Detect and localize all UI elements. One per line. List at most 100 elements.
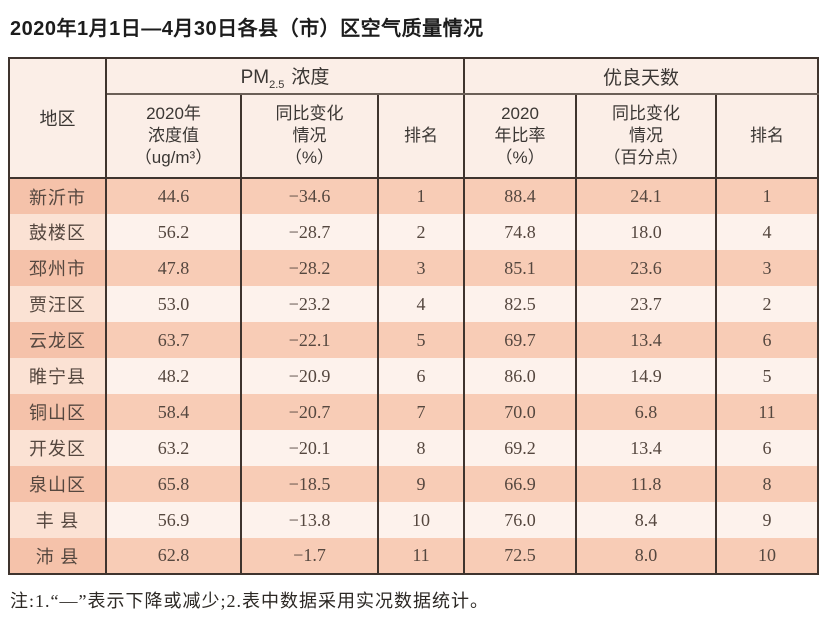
pm25-change-cell: −28.2 [240,250,379,286]
pm25-label-suffix: 浓度 [291,66,330,88]
table-row: 铜山区 58.4 −20.7 7 70.0 6.8 11 [8,394,820,430]
pm25-change-cell: −34.6 [240,178,379,214]
col-header-pm25-rank: 排名 [376,94,466,179]
col-header-pm25-change: 同比变化 情况 （%） [240,94,379,179]
pm25-rank-cell: 7 [376,394,466,430]
good-ratio-cell: 86.0 [463,358,578,394]
pm25-value-cell: 56.9 [105,502,242,538]
table-row: 鼓楼区 56.2 −28.7 2 74.8 18.0 4 [8,214,820,250]
good-ratio-cell: 74.8 [463,214,578,250]
table-row: 沛 县 62.8 −1.7 11 72.5 8.0 10 [8,538,820,574]
good-rank-cell: 11 [715,394,820,430]
good-rank-cell: 5 [715,358,820,394]
pm25-change-cell: −1.7 [240,538,379,574]
region-cell: 铜山区 [8,394,107,430]
pm25-change-cell: −13.8 [240,502,379,538]
good-change-cell: 8.4 [575,502,718,538]
table-body: 新沂市 44.6 −34.6 1 88.4 24.1 1 鼓楼区 56.2 −2… [8,178,820,574]
good-change-cell: 23.6 [575,250,718,286]
good-rank-cell: 3 [715,250,820,286]
pm25-change-cell: −20.1 [240,430,379,466]
good-change-cell: 24.1 [575,178,718,214]
pm25-value-cell: 56.2 [105,214,242,250]
region-cell: 云龙区 [8,322,107,358]
col-header-good-rank: 排名 [715,94,820,179]
pm25-value-cell: 47.8 [105,250,242,286]
region-cell: 丰 县 [8,502,107,538]
region-cell: 贾汪区 [8,286,107,322]
pm25-value-cell: 63.7 [105,322,242,358]
table-row: 邳州市 47.8 −28.2 3 85.1 23.6 3 [8,250,820,286]
col-header-good-ratio: 2020 年比率 （%） [463,94,578,179]
pm25-rank-cell: 1 [376,178,466,214]
good-ratio-cell: 69.2 [463,430,578,466]
good-ratio-cell: 66.9 [463,466,578,502]
good-change-cell: 18.0 [575,214,718,250]
page-title: 2020年1月1日—4月30日各县（市）区空气质量情况 [10,18,484,40]
region-cell: 沛 县 [8,538,107,574]
good-change-cell: 6.8 [575,394,718,430]
table-row: 贾汪区 53.0 −23.2 4 82.5 23.7 2 [8,286,820,322]
good-rank-cell: 8 [715,466,820,502]
good-change-cell: 8.0 [575,538,718,574]
region-cell: 开发区 [8,430,107,466]
good-ratio-cell: 76.0 [463,502,578,538]
table-row: 开发区 63.2 −20.1 8 69.2 13.4 6 [8,430,820,466]
col-group-good-days: 优良天数 [463,58,820,95]
air-quality-table: 地区 PM2.5 浓度 优良天数 2020年 浓度值 （ug/m³） 同比变化 情… [8,57,820,575]
good-rank-cell: 1 [715,178,820,214]
good-ratio-cell: 88.4 [463,178,578,214]
pm25-rank-cell: 5 [376,322,466,358]
pm25-value-cell: 53.0 [105,286,242,322]
col-header-good-change: 同比变化 情况 （百分点） [575,94,718,179]
pm25-rank-cell: 10 [376,502,466,538]
table-row: 泉山区 65.8 −18.5 9 66.9 11.8 8 [8,466,820,502]
region-cell: 新沂市 [8,178,107,214]
table-row: 新沂市 44.6 −34.6 1 88.4 24.1 1 [8,178,820,214]
good-ratio-cell: 70.0 [463,394,578,430]
good-rank-cell: 2 [715,286,820,322]
good-ratio-cell: 85.1 [463,250,578,286]
pm25-value-cell: 48.2 [105,358,242,394]
pm25-change-cell: −20.9 [240,358,379,394]
good-ratio-cell: 72.5 [463,538,578,574]
pm25-change-cell: −23.2 [240,286,379,322]
table-row: 丰 县 56.9 −13.8 10 76.0 8.4 9 [8,502,820,538]
good-rank-cell: 9 [715,502,820,538]
pm25-value-cell: 63.2 [105,430,242,466]
region-cell: 泉山区 [8,466,107,502]
pm25-rank-cell: 3 [376,250,466,286]
good-change-cell: 23.7 [575,286,718,322]
good-rank-cell: 6 [715,322,820,358]
pm25-rank-cell: 2 [376,214,466,250]
pm25-value-cell: 58.4 [105,394,242,430]
sub-header-row: 2020年 浓度值 （ug/m³） 同比变化 情况 （%） 排名 2020 年比… [9,94,820,179]
pm25-label-prefix: PM [240,66,270,88]
pm25-rank-cell: 8 [376,430,466,466]
pm25-change-cell: −28.7 [240,214,379,250]
good-change-cell: 13.4 [575,322,718,358]
region-cell: 鼓楼区 [8,214,107,250]
pm25-rank-cell: 9 [376,466,466,502]
pm25-rank-cell: 11 [376,538,466,574]
col-header-region: 地区 [8,58,107,179]
good-ratio-cell: 82.5 [463,286,578,322]
good-change-cell: 14.9 [575,358,718,394]
good-change-cell: 13.4 [575,430,718,466]
good-rank-cell: 6 [715,430,820,466]
pm25-change-cell: −20.7 [240,394,379,430]
table-header: 地区 PM2.5 浓度 优良天数 2020年 浓度值 （ug/m³） 同比变化 情… [8,58,820,179]
table-row: 云龙区 63.7 −22.1 5 69.7 13.4 6 [8,322,820,358]
good-change-cell: 11.8 [575,466,718,502]
pm25-rank-cell: 6 [376,358,466,394]
pm25-change-cell: −18.5 [240,466,379,502]
table-row: 睢宁县 48.2 −20.9 6 86.0 14.9 5 [8,358,820,394]
good-rank-cell: 4 [715,214,820,250]
region-cell: 睢宁县 [8,358,107,394]
group-header-row: 地区 PM2.5 浓度 优良天数 [8,58,820,179]
pm25-value-cell: 44.6 [105,178,242,214]
pm25-rank-cell: 4 [376,286,466,322]
pm25-change-cell: −22.1 [240,322,379,358]
region-cell: 邳州市 [8,250,107,286]
